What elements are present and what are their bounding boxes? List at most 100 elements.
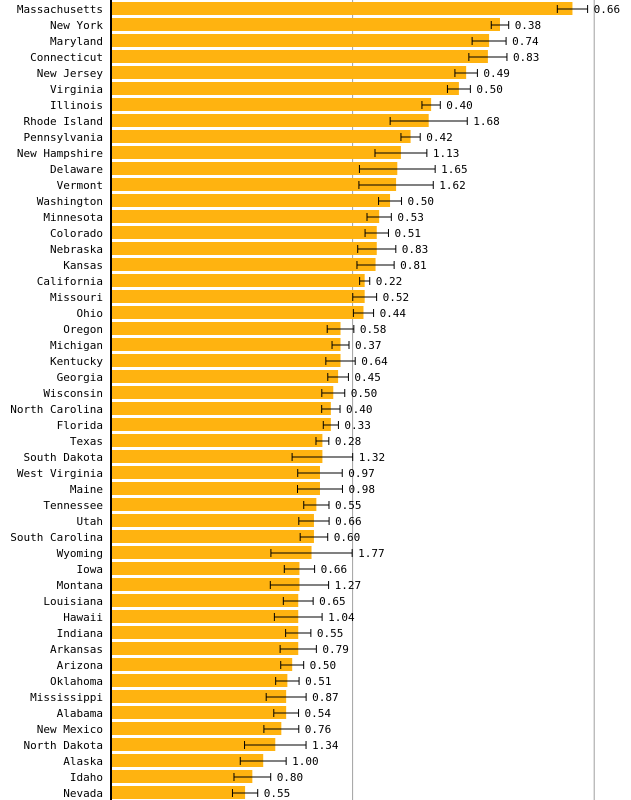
error-value-label: 1.27 [335, 579, 362, 592]
state-label: Illinois [50, 99, 103, 112]
state-label: South Carolina [10, 531, 103, 544]
error-bar-virginia [446, 85, 471, 93]
bar-south-dakota [111, 450, 323, 463]
error-bar-south-carolina [299, 533, 329, 541]
bar-mississippi [111, 690, 287, 703]
error-bar-kansas [356, 261, 395, 269]
state-label: Arizona [57, 659, 103, 672]
bar-virginia [111, 82, 459, 95]
error-bar-washington [378, 197, 403, 205]
error-bar-idaho [233, 773, 272, 781]
state-label: Idaho [70, 771, 103, 784]
error-value-label: 0.53 [397, 211, 424, 224]
bar-california [111, 274, 365, 287]
error-value-label: 0.83 [513, 51, 540, 64]
error-value-label: 0.50 [351, 387, 378, 400]
error-bar-missouri [352, 293, 378, 301]
error-bar-nevada [231, 789, 259, 797]
state-label: Washington [37, 195, 103, 208]
error-value-label: 0.55 [317, 627, 344, 640]
state-label: Maryland [50, 35, 103, 48]
error-value-label: 0.50 [310, 659, 337, 672]
bar-minnesota [111, 210, 380, 223]
error-bar-west-virginia [297, 469, 343, 477]
bar-idaho [111, 770, 253, 783]
error-bars [231, 5, 589, 797]
error-value-label: 0.49 [483, 67, 510, 80]
error-bar-connecticut [468, 53, 508, 61]
bar-missouri [111, 290, 365, 303]
error-value-label: 0.42 [426, 131, 453, 144]
bar-maine [111, 482, 320, 495]
error-bar-oklahoma [275, 677, 300, 685]
bar-montana [111, 578, 300, 591]
error-bar-florida [322, 421, 339, 429]
bar-arizona [111, 658, 293, 671]
error-bar-alabama [273, 709, 300, 717]
error-value-label: 1.13 [433, 147, 460, 160]
bar-oregon [111, 322, 341, 335]
error-bar-new-jersey [454, 69, 478, 77]
error-bar-hawaii [273, 613, 323, 621]
state-label: Mississippi [30, 691, 103, 704]
error-value-label: 1.62 [439, 179, 466, 192]
bar-delaware [111, 162, 398, 175]
error-bar-tennessee [303, 501, 330, 509]
bar-maryland [111, 34, 490, 47]
error-bar-delaware [358, 165, 436, 173]
error-value-label: 0.22 [376, 275, 403, 288]
bar-hawaii [111, 610, 299, 623]
bar-rhode-island [111, 114, 429, 127]
state-label: Nevada [63, 787, 103, 800]
error-bar-illinois [421, 101, 441, 109]
bar-oklahoma [111, 674, 288, 687]
state-label: Delaware [50, 163, 103, 176]
error-bar-arizona [280, 661, 305, 669]
error-value-label: 0.98 [348, 483, 375, 496]
bar-vermont [111, 178, 397, 191]
state-label: New Mexico [37, 723, 103, 736]
bar-kansas [111, 258, 376, 271]
state-label: Wisconsin [43, 387, 103, 400]
bar-massachusetts [111, 2, 573, 15]
bar-north-dakota [111, 738, 276, 751]
bar-west-virginia [111, 466, 320, 479]
error-value-label: 0.80 [277, 771, 304, 784]
bar-michigan [111, 338, 341, 351]
state-label: Alaska [63, 755, 103, 768]
error-value-label: 0.50 [476, 83, 503, 96]
error-value-label: 0.65 [319, 595, 346, 608]
error-value-label: 0.97 [348, 467, 375, 480]
state-label: Michigan [50, 339, 103, 352]
bar-florida [111, 418, 331, 431]
state-label: Virginia [50, 83, 103, 96]
state-label: Connecticut [30, 51, 103, 64]
error-bar-rhode-island [389, 117, 468, 125]
state-label: Utah [77, 515, 104, 528]
error-value-label: 0.79 [322, 643, 349, 656]
bars [111, 2, 573, 799]
error-bar-new-hampshire [374, 149, 428, 157]
state-label: Florida [57, 419, 103, 432]
bar-georgia [111, 370, 339, 383]
error-bar-iowa [283, 565, 316, 573]
state-label: South Dakota [24, 451, 103, 464]
error-bar-louisiana [282, 597, 314, 605]
state-label: Rhode Island [24, 115, 103, 128]
bar-new-hampshire [111, 146, 401, 159]
state-label: Ohio [77, 307, 104, 320]
state-label: Alabama [57, 707, 103, 720]
state-label: Indiana [57, 627, 103, 640]
error-bar-colorado [364, 229, 389, 237]
error-value-label: 1.04 [328, 611, 355, 624]
state-label: Louisiana [43, 595, 103, 608]
error-value-label: 0.40 [446, 99, 473, 112]
bar-north-carolina [111, 402, 331, 415]
bar-nevada [111, 786, 246, 799]
error-value-label: 0.50 [408, 195, 435, 208]
error-value-label: 0.83 [402, 243, 429, 256]
state-label: New Hampshire [17, 147, 103, 160]
bar-ohio [111, 306, 364, 319]
error-bar-michigan [331, 341, 350, 349]
error-value-label: 1.32 [359, 451, 386, 464]
